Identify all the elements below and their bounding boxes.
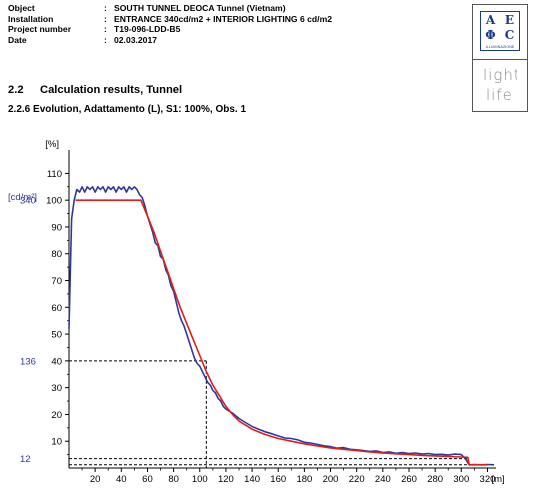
cd-value-label: 12: [20, 454, 31, 465]
company-logo: A E Φ C ILLUMINAZIONE light life: [472, 4, 528, 112]
x-tick-label: 200: [323, 474, 339, 485]
cd-unit-label: [cd/m²]: [8, 192, 37, 203]
x-tick-label: 140: [244, 474, 260, 485]
header-value: ENTRANCE 340cd/m2 + INTERIOR LIGHTING 6 …: [114, 13, 332, 24]
y-unit-label: [%]: [45, 139, 59, 150]
aephic-logo-mark: A E Φ C ILLUMINAZIONE: [480, 11, 520, 51]
chart-guide-lines: [69, 360, 470, 468]
header-separator: :: [104, 24, 107, 35]
x-tick-label: 260: [401, 474, 417, 485]
header-label: Object: [8, 3, 35, 13]
header-row-project-number: Project number : T19-096-LDD-B5: [8, 24, 332, 35]
header-label: Installation: [8, 13, 54, 24]
svg-text:light: light: [483, 66, 517, 84]
y-tick-label: 10: [51, 437, 62, 448]
series-line-reference: [75, 199, 488, 466]
x-tick-label: 240: [375, 474, 391, 485]
chart-axes: [65, 150, 496, 472]
header-row-installation: Installation : ENTRANCE 340cd/m2 + INTER…: [8, 14, 332, 25]
x-tick-label: 120: [218, 474, 234, 485]
section-number: 2.2: [8, 84, 24, 96]
header-row-date: Date : 02.03.2017: [8, 35, 332, 46]
svg-text:life: life: [486, 86, 513, 104]
series-line-measured: [68, 186, 495, 466]
logo-brand-text: ILLUMINAZIONE: [485, 45, 515, 49]
x-unit-label: [m]: [491, 474, 504, 485]
logo-letter: Φ: [485, 27, 496, 42]
header-value: SOUTH TUNNEL DEOCA Tunnel (Vietnam): [114, 3, 286, 13]
header-value: 02.03.2017: [114, 34, 158, 45]
header-separator: :: [104, 3, 107, 13]
x-tick-label: 300: [453, 474, 469, 485]
x-tick-label: 80: [168, 474, 179, 485]
x-tick-label: 100: [192, 474, 208, 485]
y-tick-label: 60: [51, 303, 62, 314]
header-separator: :: [104, 34, 107, 45]
y-tick-label: 40: [51, 356, 62, 367]
logo-letter: C: [504, 27, 515, 42]
logo-letter: E: [504, 12, 515, 27]
y-tick-label: 30: [51, 383, 62, 394]
light-life-wordmark-icon: light life: [483, 66, 520, 104]
logo-tagline: light life: [483, 65, 520, 108]
y-tick-label: 110: [47, 169, 62, 180]
header-label: Date: [8, 34, 27, 45]
logo-divider: [473, 59, 527, 60]
logo-letter: A: [485, 12, 496, 27]
x-tick-label: 280: [427, 474, 443, 485]
x-tick-label: 160: [270, 474, 286, 485]
x-tick-label: 20: [90, 474, 101, 485]
y-tick-label: 100: [46, 196, 62, 207]
section-title: Calculation results, Tunnel: [40, 84, 183, 96]
cd-value-label: 136: [20, 356, 36, 367]
y-tick-label: 80: [51, 249, 62, 260]
x-tick-label: 220: [349, 474, 365, 485]
y-tick-label: 20: [51, 410, 62, 421]
x-tick-label: 60: [142, 474, 153, 485]
chart-labels: 10 20 30 40 50 60 70 80 90 100 110 20 40 60 80 100 120 14…: [8, 139, 505, 485]
y-tick-label: 90: [51, 222, 62, 233]
y-tick-label: 50: [51, 330, 62, 341]
x-tick-label: 320: [480, 474, 496, 485]
header-value: T19-096-LDD-B5: [114, 24, 181, 35]
chart-series: [68, 186, 495, 466]
header-label: Project number: [8, 24, 72, 35]
subsection-heading: 2.2.6 Evolution, Adattamento (L), S1: 10…: [8, 104, 247, 115]
header-separator: :: [104, 13, 107, 24]
y-tick-label: 70: [51, 276, 62, 287]
document-header: Object : SOUTH TUNNEL DEOCA Tunnel (Viet…: [8, 3, 332, 45]
cd-value-label: 340: [20, 196, 36, 207]
section-heading: 2.2 Calculation results, Tunnel: [8, 84, 182, 96]
x-tick-label: 180: [296, 474, 312, 485]
x-tick-label: 40: [116, 474, 127, 485]
header-row-object: Object : SOUTH TUNNEL DEOCA Tunnel (Viet…: [8, 3, 332, 14]
